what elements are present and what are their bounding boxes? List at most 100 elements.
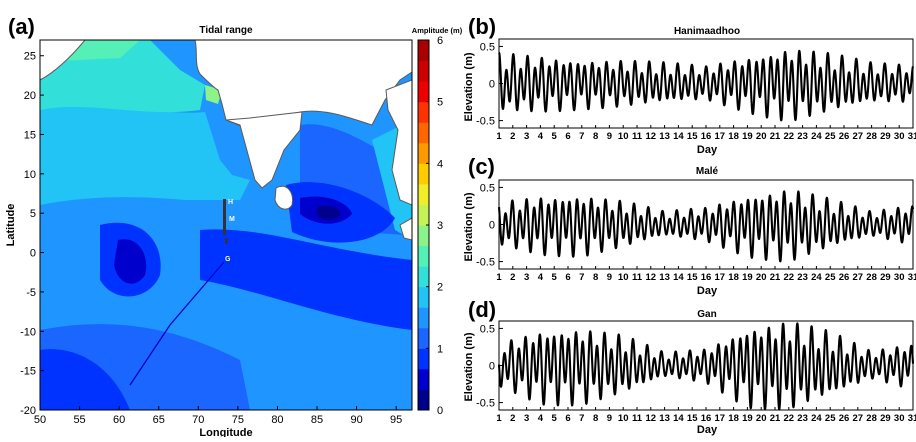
ts-xtick-label: 21: [770, 413, 781, 424]
ts-xtick-label: 5: [552, 413, 558, 424]
ts-xtick-label: 23: [797, 272, 808, 283]
ts-xtick-label: 8: [593, 413, 598, 424]
colorbar-swatch: [418, 40, 429, 62]
map-ytick-label: 15: [24, 129, 36, 141]
land-sri-lanka: [274, 185, 294, 210]
map-ylabel: Latitude: [5, 204, 17, 247]
colorbar-swatch: [418, 81, 429, 103]
colorbar-tick-label: 1: [437, 343, 443, 355]
colorbar-label: Amplitude (m): [412, 26, 463, 35]
panel-c-ylabel: Elevation (m): [463, 192, 475, 261]
ts-xtick-label: 2: [510, 413, 515, 424]
band-0p4-sw: [114, 239, 147, 284]
ts-xtick-label: 21: [770, 131, 781, 142]
ts-xtick-label: 28: [866, 131, 877, 142]
panel-d-title: Gan: [697, 309, 716, 320]
ts-xtick-label: 18: [728, 413, 739, 424]
map-ytick-label: 0: [30, 248, 36, 260]
map-title: Tidal range: [199, 25, 253, 36]
map-ytick-label: 25: [24, 51, 36, 63]
ts-xtick-label: 11: [632, 131, 643, 142]
ts-xtick-label: 4: [538, 272, 544, 283]
ts-xtick-label: 25: [825, 272, 836, 283]
ts-xtick-label: 5: [552, 131, 558, 142]
map-ytick-label: -15: [20, 366, 36, 378]
map-y-ticks: -20 -15 -10 -5 0 5 10 15 20 25: [20, 51, 44, 417]
maldives-atolls: [223, 199, 228, 244]
ts-xtick-label: 9: [607, 131, 612, 142]
colorbar-swatch: [418, 307, 429, 329]
ts-ytick-label: -0.5: [476, 116, 495, 128]
ts-xtick-label: 31: [908, 131, 916, 142]
ts-xtick-label: 28: [866, 413, 877, 424]
map-xtick-label: 80: [271, 414, 283, 426]
ts-xtick-label: 2: [510, 131, 515, 142]
ts-xtick-label: 15: [687, 413, 698, 424]
colorbar-swatch: [418, 368, 429, 390]
ts-xtick-label: 12: [646, 413, 657, 424]
ts-xtick-label: 26: [839, 131, 850, 142]
ts-xtick-label: 15: [687, 272, 698, 283]
ts-xtick-label: 24: [811, 272, 822, 283]
ts-series-line: [497, 322, 915, 411]
ts-ytick-label: 0.5: [480, 182, 495, 194]
ts-xtick-label: 27: [853, 272, 864, 283]
panel-label-c: (c): [468, 154, 495, 179]
ts-ytick-label: -0.5: [476, 257, 495, 269]
panel-d-ylabel: Elevation (m): [463, 332, 475, 401]
ts-xtick-label: 6: [565, 131, 570, 142]
colorbar-swatch: [418, 163, 429, 185]
colorbar-swatch: [418, 389, 429, 411]
ts-xtick-label: 24: [811, 413, 822, 424]
ts-xtick-label: 12: [646, 272, 657, 283]
ts-xtick-label: 4: [538, 413, 544, 424]
colorbar-tick-label: 6: [437, 35, 443, 47]
ts-xtick-label: 17: [715, 131, 726, 142]
ts-xtick-label: 31: [908, 413, 916, 424]
ts-xtick-label: 22: [784, 413, 795, 424]
ts-xtick-label: 16: [701, 131, 712, 142]
ts-ytick-label: 0: [489, 361, 495, 373]
ts-xtick-label: 3: [524, 272, 529, 283]
map-xtick-label: 85: [311, 414, 323, 426]
ts-xtick-label: 11: [632, 413, 643, 424]
panel-label-d: (d): [468, 297, 496, 322]
map-xtick-label: 60: [113, 414, 125, 426]
ts-xtick-label: 26: [839, 272, 850, 283]
ts-xtick-label: 23: [797, 131, 808, 142]
colorbar-swatch: [418, 266, 429, 288]
panel-label-a: (a): [8, 14, 35, 39]
ts-xtick-label: 8: [593, 131, 598, 142]
ts-xtick-label: 31: [908, 272, 916, 283]
ts-xtick-label: 20: [756, 131, 767, 142]
map-xtick-label: 50: [34, 414, 46, 426]
ts-xtick-label: 16: [701, 413, 712, 424]
ts-xtick-label: 15: [687, 131, 698, 142]
ts-xtick-label: 25: [825, 131, 836, 142]
panel-b-title: Hanimaadhoo: [674, 26, 740, 37]
land-myanmar: [385, 79, 412, 206]
ts-xtick-label: 9: [607, 413, 612, 424]
ts-xtick-label: 6: [565, 272, 570, 283]
station-marker-m: M: [229, 216, 235, 223]
colorbar-swatch: [418, 60, 429, 82]
panel-a: (a) Tidal range: [5, 14, 463, 439]
band-0p2-east: [316, 205, 341, 220]
panel-label-b: (b): [468, 14, 496, 39]
ts-xtick-label: 17: [715, 272, 726, 283]
ts-xtick-label: 19: [742, 131, 753, 142]
land-india: [225, 111, 303, 189]
map-xtick-label: 70: [192, 414, 204, 426]
ts-xtick-label: 1: [496, 272, 502, 283]
ts-xtick-label: 5: [552, 272, 558, 283]
ts-xtick-label: 20: [756, 413, 767, 424]
colorbar-tick-label: 4: [437, 158, 443, 170]
map-ytick-label: -20: [20, 405, 36, 417]
ts-xtick-label: 30: [894, 272, 905, 283]
ts-ytick-label: 0: [489, 220, 495, 232]
ts-series-line: [497, 190, 915, 263]
ts-xtick-label: 17: [715, 413, 726, 424]
ts-ytick-label: 0.5: [480, 323, 495, 335]
ts-xtick-label: 22: [784, 131, 795, 142]
ts-xtick-label: 1: [496, 131, 502, 142]
